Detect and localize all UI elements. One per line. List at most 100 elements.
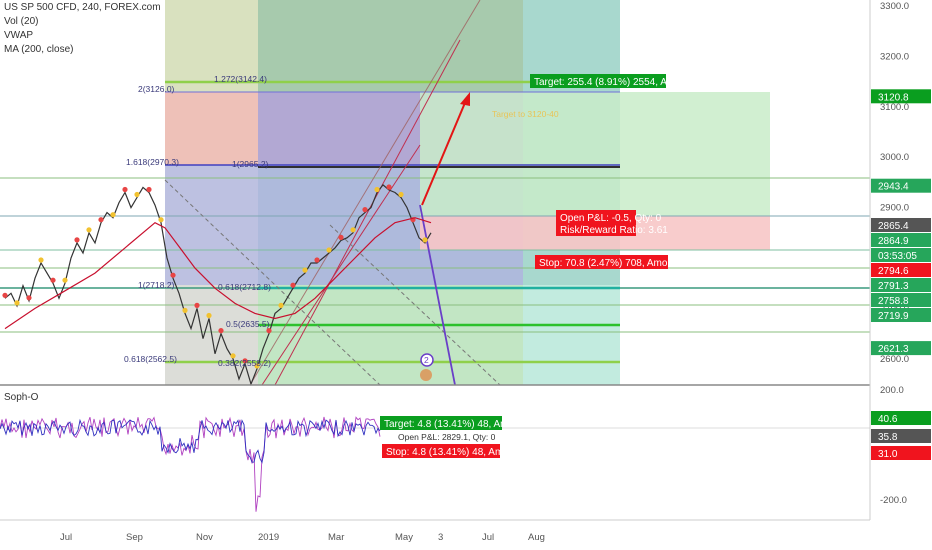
- price-badge: [871, 293, 931, 307]
- price-line: [4, 184, 432, 386]
- signal-dot: [2, 292, 8, 298]
- fib-label: 1(2965.2): [232, 159, 269, 169]
- fib-labels: 2(3126.0) 1.618(2970.3) 1(2718.2) 0.618(256…: [124, 74, 271, 368]
- signal-dot: [206, 312, 212, 319]
- indicator-legend-ma: MA (200, close): [4, 44, 74, 55]
- time-axis[interactable]: Jul Sep Nov 2019 Mar May 3 Jul Aug: [0, 519, 870, 543]
- indicator-legend-vol: Vol (20): [4, 16, 39, 27]
- x-tick-label: Mar: [328, 532, 344, 543]
- osc-open-text: Open P&L: 2829.1, Qty: 0: [398, 432, 496, 442]
- long-stop-text: Stop: 70.8 (2.47%) 708, Amount: 1: [539, 258, 693, 269]
- osc-tick-label: 200.0: [880, 385, 904, 396]
- signal-dot: [146, 186, 152, 193]
- signal-dot: [314, 257, 320, 263]
- osc-badge-label: 31.0: [878, 449, 898, 460]
- ma200-line: [4, 217, 432, 330]
- price-badge: [871, 89, 931, 104]
- signal-dot: [290, 282, 296, 288]
- price-badge-label: 2794.6: [878, 266, 909, 277]
- y-tick-label: 2600.0: [880, 354, 909, 365]
- fib-label: 1.618(2970.3): [126, 157, 179, 167]
- y-tick-label: 3100.0: [880, 102, 909, 113]
- x-tick-label: Nov: [196, 532, 213, 543]
- signal-dot: [158, 217, 164, 223]
- price-badge: [871, 263, 931, 277]
- signal-dot: [350, 227, 356, 233]
- signal-dot: [242, 358, 248, 364]
- price-badges: 3120.8 2943.4 2865.4 2864.9 03:53:05 2794.6 27…: [871, 89, 931, 356]
- target-arrow-head: [460, 92, 470, 106]
- x-tick-label: Jul: [482, 532, 494, 543]
- oscillator-legend: Soph-O: [4, 392, 39, 403]
- x-tick-label: May: [395, 532, 413, 543]
- long-target-callout: [530, 74, 666, 88]
- event-marker: [420, 353, 434, 367]
- osc-badge: [871, 429, 931, 443]
- signal-dot: [194, 302, 200, 308]
- osc-stop-callout: [382, 444, 500, 458]
- x-tick-label: 3: [438, 532, 443, 543]
- fib-label: 0.618(2562.5): [124, 354, 177, 364]
- price-badge: [871, 178, 931, 193]
- fib-label: 0.382(2558.2): [218, 358, 271, 368]
- signal-dot: [14, 300, 20, 306]
- fib-label: 1.272(3142.4): [214, 74, 267, 84]
- signal-dot: [386, 184, 392, 190]
- signal-dot: [218, 328, 224, 334]
- x-tick-label: Jul: [60, 532, 72, 543]
- signal-dot: [170, 272, 176, 278]
- channel-line: [274, 39, 461, 386]
- price-axis[interactable]: 3300.03200.03100.03000.02900.02800.02700…: [869, 0, 932, 550]
- channel-line: [261, 144, 421, 386]
- price-badge-label: 2621.3: [878, 344, 909, 355]
- flag-icon: [420, 369, 432, 381]
- light-teal-zone: [523, 285, 620, 385]
- open-pnl-text: Open P&L: -0.5, Qty: 0: [560, 213, 662, 224]
- fib-label: 0.618(2712.8): [218, 282, 271, 292]
- osc-badge: [871, 411, 931, 425]
- x-tick-label: Sep: [126, 532, 143, 543]
- signal-dot: [326, 247, 332, 253]
- signal-dot: [38, 257, 44, 263]
- osc-line-slow: [0, 418, 381, 464]
- price-badge-label: 2865.4: [878, 221, 909, 232]
- osc-axis: 200.0 -200.0 40.6 35.8 31.0: [871, 385, 931, 506]
- price-badge: [871, 233, 931, 247]
- series-layer: [2, 184, 432, 386]
- price-badge: [871, 248, 931, 262]
- projection-line: [419, 204, 456, 386]
- price-badge-label: 2719.9: [878, 311, 909, 322]
- price-badge-label: 2791.3: [878, 281, 909, 292]
- osc-badge-label: 40.6: [878, 414, 898, 425]
- signal-dot: [86, 227, 92, 233]
- osc-stop-text: Stop: 4.8 (13.41%) 48, Amount: 1: [386, 447, 534, 458]
- osc-target-callout: [380, 416, 502, 430]
- signal-dot: [398, 191, 404, 198]
- dashed-trend-line: [164, 179, 381, 386]
- signal-dot: [230, 353, 236, 359]
- price-badge: [871, 218, 931, 232]
- signal-dot: [50, 277, 56, 283]
- target-note: Target to 3120-40: [492, 109, 559, 119]
- x-ticks: Jul Sep Nov 2019 Mar May 3 Jul Aug: [60, 532, 545, 543]
- signal-dot: [98, 217, 104, 223]
- fib-label: 1(2718.2): [138, 280, 175, 290]
- price-badge-label: 2864.9: [878, 236, 909, 247]
- signal-dot: [374, 186, 380, 193]
- light-green-zone: [258, 285, 523, 385]
- signal-dot: [302, 267, 308, 273]
- long-target-text: Target: 255.4 (8.91%) 2554, Amount: 1: [534, 77, 706, 88]
- signal-dot: [278, 302, 284, 308]
- signal-dot: [62, 277, 68, 283]
- signal-dot: [182, 307, 188, 313]
- signal-dot: [122, 186, 128, 193]
- red-zone-left: [165, 92, 258, 165]
- channel-line: [249, 0, 481, 386]
- x-tick-label: Aug: [528, 532, 545, 543]
- event-marker-label: 2: [424, 355, 429, 365]
- osc-tick-label: -200.0: [880, 495, 907, 506]
- osc-target-text: Target: 4.8 (13.41%) 48, Amount: 1: [384, 419, 540, 430]
- price-badge: [871, 308, 931, 322]
